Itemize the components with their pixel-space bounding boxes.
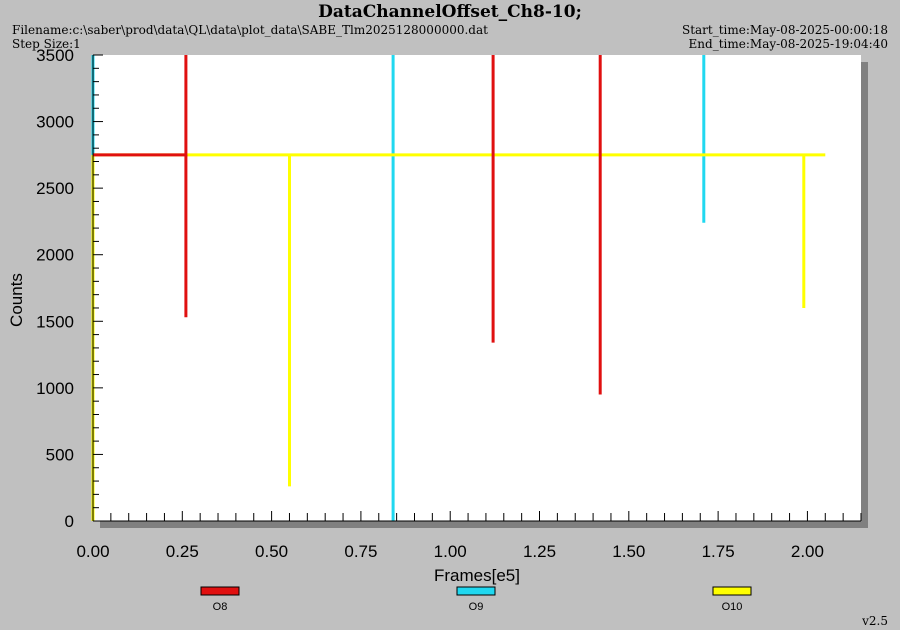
- x-axis-title: Frames[e5]: [434, 566, 520, 585]
- x-tick-label: 2.00: [791, 542, 824, 561]
- legend-item-o9: O9: [456, 586, 496, 613]
- x-tick-label: 1.50: [612, 542, 645, 561]
- legend-item-o8: O8: [200, 586, 240, 613]
- legend: O8 O9 O10: [200, 586, 752, 613]
- x-tick-label: 0.75: [344, 542, 377, 561]
- plot-area: [93, 55, 861, 521]
- y-tick-label: 1000: [36, 379, 74, 398]
- y-tick-label: 3500: [36, 46, 74, 65]
- legend-swatch: [712, 586, 752, 596]
- filename-label: Filename:c:\saber\prod\data\QL\data\plot…: [12, 23, 488, 37]
- step-size-label: Step Size:1: [12, 37, 81, 51]
- y-axis-title: Counts: [7, 273, 26, 327]
- y-tick-label: 2000: [36, 246, 74, 265]
- legend-swatch: [456, 586, 496, 596]
- series-o8: [93, 55, 602, 395]
- y-tick-label: 0: [65, 512, 74, 531]
- x-tick-label: 0.50: [255, 542, 288, 561]
- x-tick-label: 0.00: [76, 542, 109, 561]
- axis-layer: 0.00 0.25 0.50 0.75 1.00 1.25 1.50 1.75 2.00 0 500…: [36, 46, 862, 561]
- y-tick-label: 3000: [36, 113, 74, 132]
- start-time-label: Start_time:May-08-2025-00:00:18: [681, 23, 888, 37]
- x-tick-label: 1.00: [434, 542, 467, 561]
- end-time-label: End_time:May-08-2025-19:04:40: [688, 37, 888, 51]
- x-tick-label: 1.25: [523, 542, 556, 561]
- y-tick-label: 500: [46, 445, 74, 464]
- version-label: v2.5: [862, 614, 888, 628]
- y-tick-label: 1500: [36, 312, 74, 331]
- legend-label: O10: [722, 601, 743, 613]
- legend-label: O8: [213, 601, 228, 613]
- legend-swatch: [200, 586, 240, 596]
- x-tick-label: 1.75: [702, 542, 735, 561]
- x-tick-label: 0.25: [166, 542, 199, 561]
- chart-title: DataChannelOffset_Ch8-10;: [318, 2, 582, 22]
- legend-item-o10: O10: [712, 586, 752, 613]
- y-tick-label: 2500: [36, 179, 74, 198]
- legend-label: O9: [469, 601, 484, 613]
